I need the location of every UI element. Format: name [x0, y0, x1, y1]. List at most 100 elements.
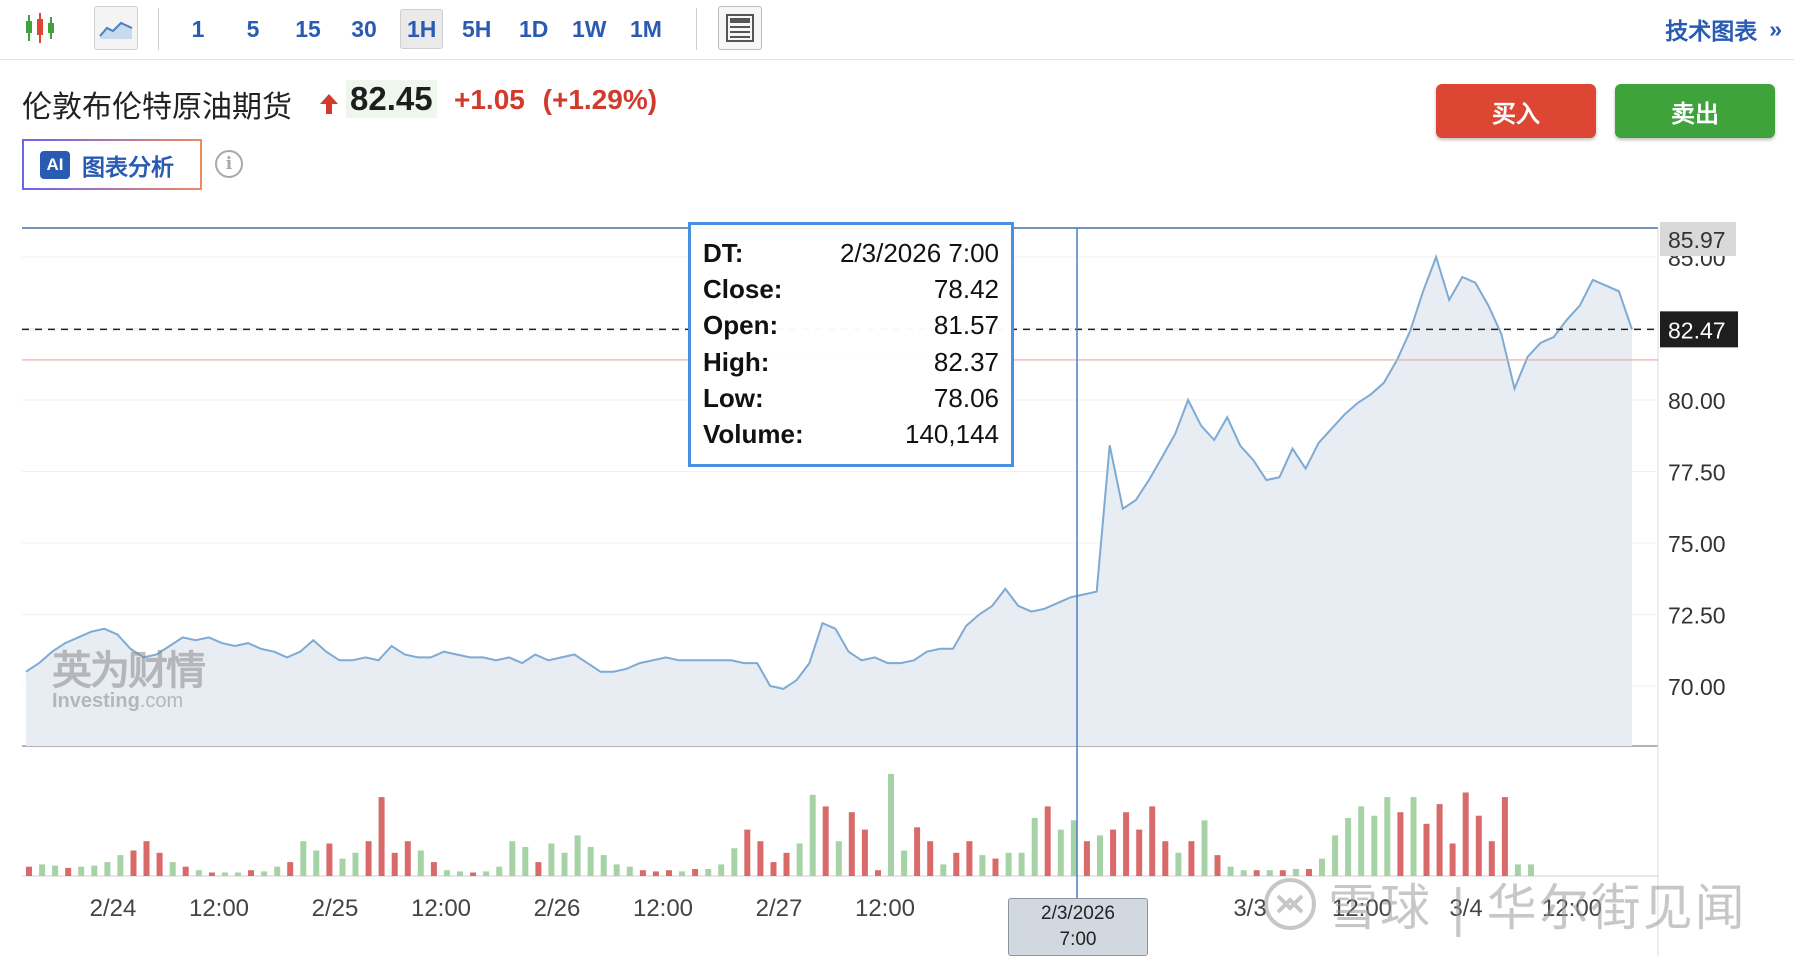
instrument-name: 伦敦布伦特原油期货 [22, 90, 292, 125]
volume-bar [1528, 864, 1534, 876]
timeframe-5h[interactable]: 5H [462, 15, 492, 42]
volume-bar [548, 843, 555, 876]
timeframe-1d[interactable]: 1D [519, 15, 549, 42]
volume-bar [143, 841, 150, 876]
crosshair-date: 2/3/2026 [1041, 903, 1115, 924]
volume-bar [666, 870, 672, 876]
tooltip-key: Volume: [703, 419, 804, 450]
y-tick-label: 80.00 [1668, 388, 1726, 414]
technical-chart-label: 技术图表 [1665, 18, 1758, 44]
investing-watermark: 英为财情 Investing.com [52, 638, 206, 713]
volume-bar [182, 866, 189, 876]
timeframe-1w[interactable]: 1W [572, 15, 607, 42]
timeframe-5m[interactable]: 5 [246, 15, 260, 42]
volume-bar [770, 862, 777, 876]
sell-button[interactable]: 卖出 [1615, 84, 1775, 138]
last-price: 82.45 [346, 80, 437, 118]
tooltip-value: 78.42 [933, 273, 999, 304]
layout-icon[interactable] [718, 6, 762, 50]
tooltip-row: High: 82.37 [703, 344, 999, 380]
volume-bar [600, 855, 607, 876]
y-tick-label: 75.00 [1668, 531, 1726, 557]
high-price-marker-bg [1660, 222, 1736, 256]
volume-bar [1292, 869, 1299, 876]
volume-bar [535, 862, 542, 876]
volume-bar [1462, 792, 1469, 876]
volume-bar [1319, 858, 1325, 876]
ai-analysis-label: 图表分析 [82, 153, 174, 180]
volume-bar [1384, 797, 1391, 876]
volume-bar [966, 841, 973, 876]
volume-bar [1345, 818, 1352, 876]
volume-bar [221, 872, 228, 876]
volume-bar [1279, 870, 1286, 876]
volume-bar [430, 862, 437, 876]
volume-bar [901, 850, 908, 876]
x-tick-label: 2/25 [312, 895, 359, 922]
watermark-en: Investing.com [52, 690, 204, 713]
volume-bar [1501, 797, 1508, 876]
x-tick-label: 3/4 [1449, 895, 1482, 922]
x-tick-label: 3/3 [1233, 895, 1266, 922]
buy-button[interactable]: 买入 [1436, 84, 1596, 138]
volume-bar [692, 869, 699, 876]
ai-chart-analysis-button[interactable]: AI 图表分析 [22, 139, 202, 190]
price-change: +1.05 (+1.29%) [454, 84, 657, 116]
tooltip-row: Volume: 140,144 [703, 416, 999, 452]
volume-bar [195, 870, 202, 876]
chevron-right-icon: » [1769, 15, 1782, 42]
volume-bar [365, 841, 372, 876]
volume-bar [1514, 864, 1521, 876]
volume-bar [1306, 869, 1312, 876]
volume-bar [979, 855, 986, 876]
area-chart-icon[interactable] [94, 6, 138, 50]
timeframe-30m[interactable]: 30 [351, 15, 377, 42]
volume-bar [809, 794, 816, 876]
tooltip-row: DT: 2/3/2026 7:00 [703, 235, 999, 271]
volume-bar [679, 871, 685, 876]
volume-bar [404, 841, 411, 876]
timeframe-1mo[interactable]: 1M [630, 15, 662, 42]
volume-bar [104, 862, 111, 876]
x-tick-label: 12:00 [633, 895, 693, 922]
volume-bar [65, 867, 72, 876]
volume-bar [26, 866, 32, 876]
timeframe-1h[interactable]: 1H [400, 9, 444, 49]
volume-bar [235, 872, 241, 876]
volume-bar [1018, 852, 1025, 876]
volume-bar [156, 852, 163, 876]
volume-bar [496, 866, 503, 876]
volume-bar [52, 865, 59, 876]
volume-bar [509, 841, 516, 876]
volume-bar [1253, 870, 1260, 876]
y-tick-label: 77.50 [1668, 460, 1726, 486]
price-line [25, 253, 1633, 690]
info-icon[interactable]: i [215, 150, 243, 178]
tooltip-key: Open: [703, 310, 779, 341]
x-tick-label: 12:00 [189, 895, 249, 922]
volume-bar [783, 852, 790, 876]
volume-bar [574, 835, 581, 876]
volume-bar [1123, 812, 1130, 876]
volume-bar [1436, 804, 1443, 876]
volume-bar [522, 847, 529, 876]
volume-bar [352, 852, 359, 876]
tooltip-value: 140,144 [905, 419, 999, 450]
x-tick-label: 2/26 [534, 895, 581, 922]
timeframe-15m[interactable]: 15 [295, 15, 321, 42]
volume-bar [78, 866, 85, 876]
timeframe-1m[interactable]: 1 [191, 15, 205, 42]
candlestick-chart-icon[interactable] [18, 6, 62, 50]
technical-chart-link[interactable]: 技术图表 » [1665, 12, 1782, 46]
snowball-logo-icon [1264, 878, 1316, 930]
change-value: +1.05 [454, 84, 525, 115]
volume-bar [339, 858, 346, 876]
volume-bar [483, 871, 490, 876]
tooltip-row: Open: 81.57 [703, 308, 999, 344]
volume-bar [326, 843, 333, 876]
ai-badge-icon: AI [40, 150, 70, 179]
volume-bar [391, 852, 398, 876]
volume-bar [1162, 841, 1169, 876]
crosshair-time: 7:00 [1059, 929, 1097, 950]
